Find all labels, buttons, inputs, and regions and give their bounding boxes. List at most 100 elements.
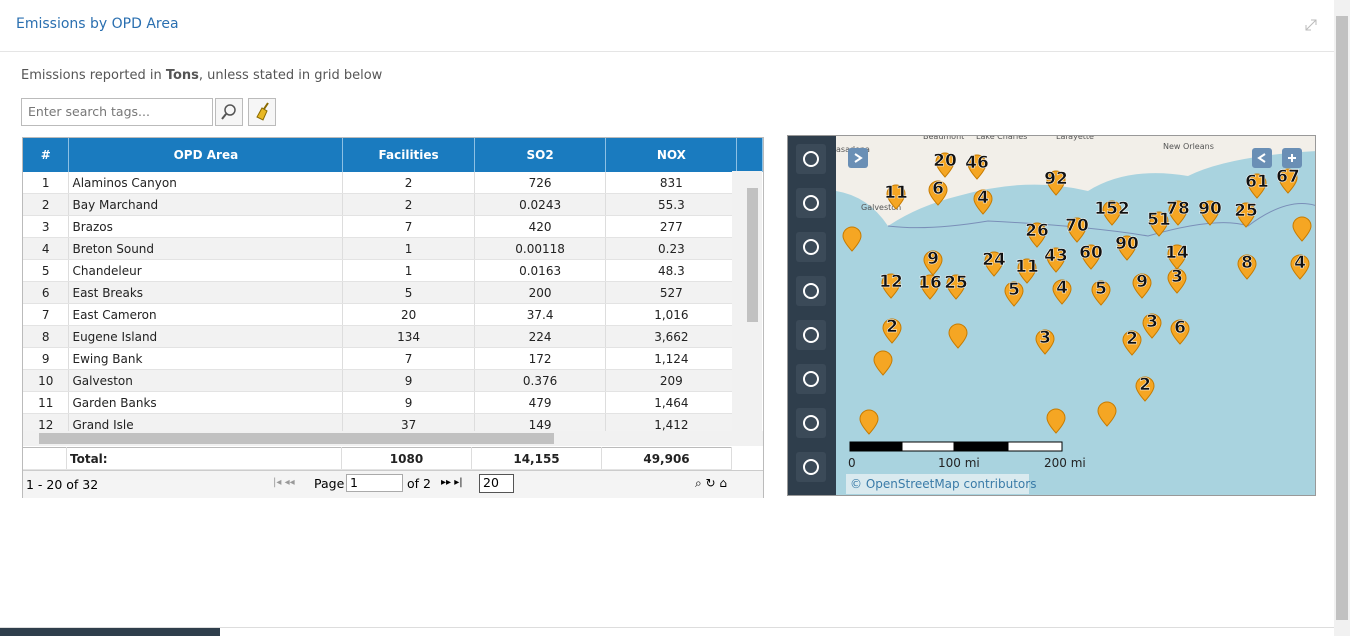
cell: 9 xyxy=(342,369,475,392)
map-control-icon xyxy=(854,153,1296,163)
map-tool-button[interactable] xyxy=(796,320,826,350)
cluster-label: 90 xyxy=(1115,234,1139,254)
cluster-label: 8 xyxy=(1241,253,1253,273)
cluster-label: 5 xyxy=(1095,279,1107,299)
cell: 4 xyxy=(23,237,70,260)
map[interactable]: Beaumont Lake Charles Lafayette New Orleans… xyxy=(787,135,1316,496)
cluster-label: 20 xyxy=(933,151,957,171)
cell: 8 xyxy=(23,325,70,348)
cell: 5 xyxy=(23,259,70,282)
cluster-pin xyxy=(923,250,943,276)
cell: 5 xyxy=(342,281,475,304)
map-pin xyxy=(948,323,968,349)
map-tool-button[interactable] xyxy=(796,144,826,174)
footer-bar xyxy=(0,628,220,636)
grid-row: 2 Bay Marchand 2 0.0243 55.3 xyxy=(23,193,763,216)
grid-row: 10 Galveston 9 0.376 209 xyxy=(23,369,763,392)
cell: 1 xyxy=(23,172,70,194)
cell: 1,464 xyxy=(605,391,738,414)
cluster-pin xyxy=(1102,200,1122,226)
cluster-label: 4 xyxy=(977,188,989,208)
search-input[interactable]: Enter search tags... xyxy=(21,98,213,126)
cluster-label: 26 xyxy=(1025,221,1049,241)
cluster-pin xyxy=(1135,376,1155,402)
cluster-label: 2 xyxy=(1126,329,1138,349)
map-tool-button[interactable] xyxy=(796,276,826,306)
grid-table: # OPD Area Facilities SO2 NOX 1 Alaminos Canyo… xyxy=(23,138,763,436)
cell: Bay Marchand xyxy=(68,193,344,216)
page-scrollbar[interactable] xyxy=(1334,0,1350,636)
cluster-label: 2 xyxy=(886,317,898,337)
total: Total: 1080 14,155 49,906 xyxy=(23,447,732,470)
v-scrollbar[interactable] xyxy=(732,171,762,431)
map-tool-icon xyxy=(803,283,819,299)
cluster-pin xyxy=(1167,244,1187,270)
cell: 527 xyxy=(605,281,738,304)
map-tool-button[interactable] xyxy=(796,452,826,482)
cell: 200 xyxy=(474,281,607,304)
cell: 209 xyxy=(605,369,738,392)
cell: 277 xyxy=(605,215,738,238)
map-pin xyxy=(1097,401,1117,427)
cluster-label: 3 xyxy=(1171,267,1183,287)
cluster-label: 25 xyxy=(944,273,968,293)
cluster-label: 46 xyxy=(965,153,989,173)
cell: 0.23 xyxy=(605,237,738,260)
map-tool-button[interactable] xyxy=(796,188,826,218)
grid-tools[interactable]: ⌕ ↻ ⌂ xyxy=(695,476,728,490)
pager: 1 - 20 of 32 |◂ ◂◂ Page 1 of 2 ▸▸ ▸| 20 … xyxy=(23,470,763,498)
map-pin xyxy=(1046,408,1066,434)
cluster-label: 11 xyxy=(884,183,908,203)
cell: 726 xyxy=(474,172,607,194)
cell: 7 xyxy=(342,347,475,370)
cluster-label: 12 xyxy=(879,272,903,292)
cell: 1 xyxy=(342,259,475,282)
search-button[interactable] xyxy=(215,98,243,126)
cell: 20 xyxy=(342,303,475,326)
map-control[interactable] xyxy=(1252,148,1272,168)
cell: 48.3 xyxy=(605,259,738,282)
cluster-label: 9 xyxy=(1136,272,1148,292)
h-scrollbar[interactable] xyxy=(23,431,763,446)
scale-segment xyxy=(1007,441,1063,452)
grid-row: 12 Grand Isle 37 149 1,412 xyxy=(23,413,763,436)
cluster-label: 11 xyxy=(1015,257,1039,277)
cell: 0.0163 xyxy=(474,259,607,282)
page-input[interactable]: 1 xyxy=(346,474,403,492)
map-tool-icon xyxy=(803,239,819,255)
cell: 55.3 xyxy=(605,193,738,216)
cluster-pin xyxy=(1132,273,1152,299)
clear-button[interactable] xyxy=(248,98,276,126)
cluster-label: 16 xyxy=(918,273,942,293)
map-tool-button[interactable] xyxy=(796,232,826,262)
page-count: of 2 xyxy=(407,476,431,491)
cluster-label: 152 xyxy=(1094,199,1130,219)
cell: 11 xyxy=(23,391,70,414)
cluster-pin xyxy=(1237,254,1257,280)
cluster-pin xyxy=(1168,200,1188,226)
cluster-label: 14 xyxy=(1165,243,1189,263)
map-tool-button[interactable] xyxy=(796,364,826,394)
map-tool-icon xyxy=(803,195,819,211)
cell: 7 xyxy=(23,303,70,326)
pager-nav[interactable]: |◂ ◂◂ xyxy=(273,477,295,488)
cell: 9 xyxy=(342,391,475,414)
cluster-pin xyxy=(928,180,948,206)
place-label: Galveston xyxy=(861,203,901,212)
grid-row: 7 East Cameron 20 37.4 1,016 xyxy=(23,303,763,326)
map-control[interactable] xyxy=(848,148,868,168)
cluster-label: 2 xyxy=(1139,375,1151,395)
pager-nav[interactable]: ▸▸ ▸| xyxy=(441,477,463,488)
collapse-icon[interactable] xyxy=(1304,18,1318,32)
cluster-pin xyxy=(1170,319,1190,345)
cell: 6 xyxy=(23,281,70,304)
cell: Alaminos Canyon xyxy=(68,172,344,194)
page-size[interactable]: 20 xyxy=(479,474,514,493)
cell: 0.376 xyxy=(474,369,607,392)
map-tool-button[interactable] xyxy=(796,408,826,438)
cluster-pin xyxy=(1200,200,1220,226)
cell: East Cameron xyxy=(68,303,344,326)
cell: 10 xyxy=(23,369,70,392)
cluster-pin xyxy=(1046,247,1066,273)
